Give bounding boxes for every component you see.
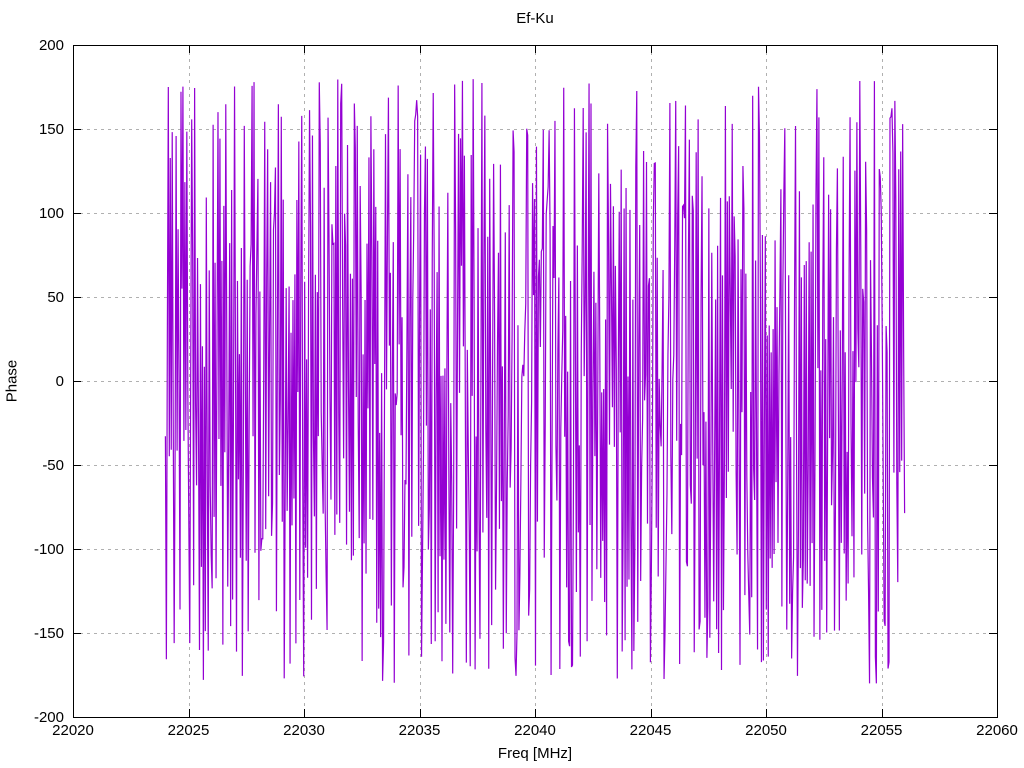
x-tick-label: 22055	[861, 722, 903, 739]
x-tick-label: 22030	[283, 722, 325, 739]
x-tick-label: 22020	[52, 722, 94, 739]
y-tick-label: 100	[39, 205, 64, 222]
x-tick-label: 22035	[399, 722, 441, 739]
y-tick-label: 150	[39, 121, 64, 138]
x-tick-label: 22060	[976, 722, 1018, 739]
x-tick-label: 22050	[745, 722, 787, 739]
plot-border	[73, 45, 998, 718]
x-tick-label: 22045	[630, 722, 672, 739]
x-axis-label: Freq [MHz]	[497, 745, 573, 762]
y-tick-label: 200	[39, 37, 64, 54]
y-tick-label: 50	[47, 289, 64, 306]
y-tick-label: -200	[34, 709, 64, 726]
y-tick-label: 0	[56, 373, 64, 390]
y-tick-label: -100	[34, 541, 64, 558]
chart-title: Ef-Ku	[516, 10, 554, 27]
y-tick-label: -50	[42, 457, 64, 474]
x-tick-label: 22025	[168, 722, 210, 739]
phase-trace	[164, 79, 906, 684]
y-tick-label: -150	[34, 625, 64, 642]
x-tick-label: 22040	[514, 722, 556, 739]
